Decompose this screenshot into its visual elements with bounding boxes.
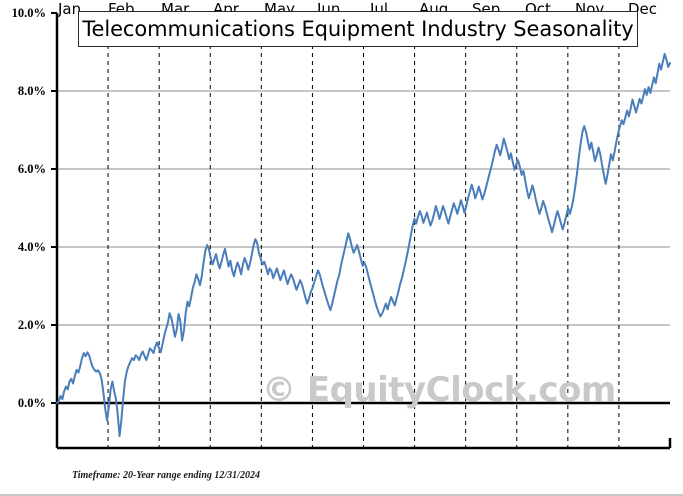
y-axis-label-6: 6.0% [17,162,46,176]
chart-footnote: Timeframe: 20-Year range ending 12/31/20… [72,470,260,481]
y-axis-label-10: 10.0% [11,6,46,20]
y-axis-label-2: 2.0% [17,318,46,332]
chart-title-box: Telecommunications Equipment Industry Se… [78,11,638,47]
y-axis-label-8: 8.0% [17,84,46,98]
page-title: Telecommunications Equipment Industry Se… [82,17,634,41]
y-axis-label-4: 4.0% [17,240,46,254]
data-line-seasonal-average [56,52,671,438]
x-axis-label-jan: Jan [58,0,82,18]
y-axis-label-0: 0.0% [17,396,46,410]
